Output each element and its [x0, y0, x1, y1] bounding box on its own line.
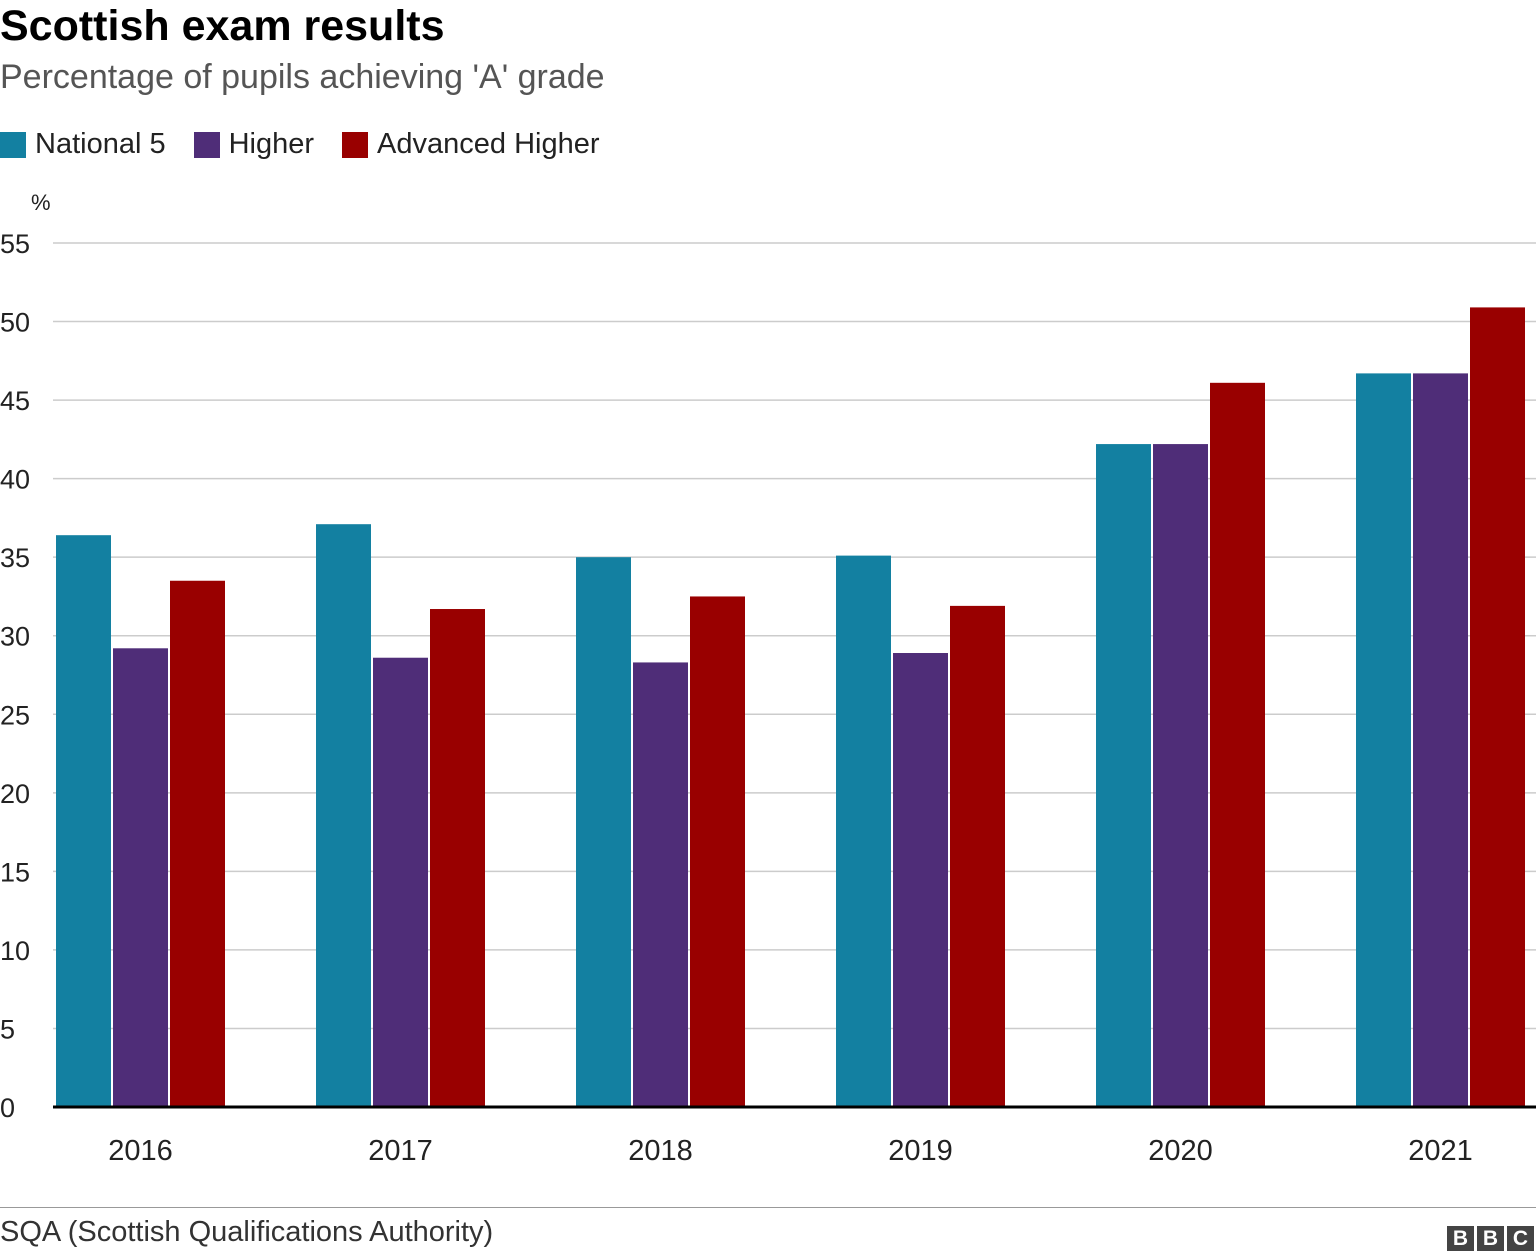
bar-chart: 0 5 10 15 20 25 30 35 40 45 50 55 2016 2017 2018 2019 20… [0, 229, 1536, 1167]
bar-higher-2018 [633, 662, 688, 1107]
legend-swatch [193, 131, 220, 158]
x-tick-label: 2016 [108, 1135, 173, 1167]
x-tick-label: 2020 [1148, 1135, 1213, 1167]
bar-national-5-2018 [576, 557, 631, 1107]
legend-label: Higher [228, 128, 315, 160]
bar-national-5-2016 [56, 535, 111, 1107]
y-axis-unit: % [31, 190, 51, 215]
bar-advanced-higher-2021 [1470, 307, 1525, 1107]
bar-national-5-2017 [316, 524, 371, 1107]
bar-advanced-higher-2019 [950, 605, 1005, 1107]
legend-swatch [342, 131, 369, 158]
y-tick-label: 20 [0, 779, 30, 809]
legend-item-national-5: National 5 [0, 128, 166, 161]
bar-higher-2019 [893, 653, 948, 1107]
bar-advanced-higher-2020 [1210, 382, 1265, 1107]
legend-label: Advanced Higher [377, 128, 600, 160]
bar-higher-2016 [113, 648, 168, 1107]
chart-subtitle: Percentage of pupils achieving 'A' grade [0, 58, 605, 96]
legend-label: National 5 [35, 128, 166, 160]
legend-swatch [0, 131, 26, 158]
logo-letter: C [1507, 1226, 1534, 1251]
bar-national-5-2020 [1096, 444, 1151, 1107]
y-tick-label: 50 [0, 308, 30, 338]
logo-letter: B [1477, 1226, 1504, 1251]
bar-higher-2017 [373, 657, 428, 1107]
y-tick-label: 30 [0, 622, 30, 652]
y-tick-label: 40 [0, 465, 30, 495]
source-text: SQA (Scottish Qualifications Authority) [0, 1216, 494, 1248]
y-tick-label: 10 [0, 936, 30, 966]
y-tick-label: 15 [0, 857, 30, 887]
y-tick-label: 0 [0, 1093, 15, 1123]
y-tick-label: 45 [0, 386, 30, 416]
y-tick-label: 5 [0, 1014, 15, 1044]
bar-advanced-higher-2016 [170, 580, 225, 1107]
bar-advanced-higher-2017 [430, 609, 485, 1107]
y-tick-label: 55 [0, 229, 30, 259]
x-tick-label: 2021 [1408, 1135, 1473, 1167]
y-tick-label: 25 [0, 700, 30, 730]
y-tick-label: 35 [0, 543, 30, 573]
bbc-logo: B B C [1447, 1226, 1534, 1251]
bar-national-5-2019 [836, 555, 891, 1107]
x-tick-label: 2017 [368, 1135, 433, 1167]
x-tick-label: 2019 [888, 1135, 953, 1167]
legend-item-higher: Higher [193, 128, 315, 161]
bar-national-5-2021 [1356, 373, 1411, 1107]
bar-higher-2021 [1413, 373, 1468, 1107]
chart-title: Scottish exam results [0, 2, 445, 50]
footer-divider [0, 1207, 1536, 1208]
x-tick-label: 2018 [628, 1135, 693, 1167]
legend: National 5 Higher Advanced Higher [0, 128, 600, 161]
legend-item-advanced-higher: Advanced Higher [342, 128, 600, 161]
logo-letter: B [1447, 1226, 1474, 1251]
bar-advanced-higher-2018 [690, 596, 745, 1107]
bar-higher-2020 [1153, 444, 1208, 1107]
